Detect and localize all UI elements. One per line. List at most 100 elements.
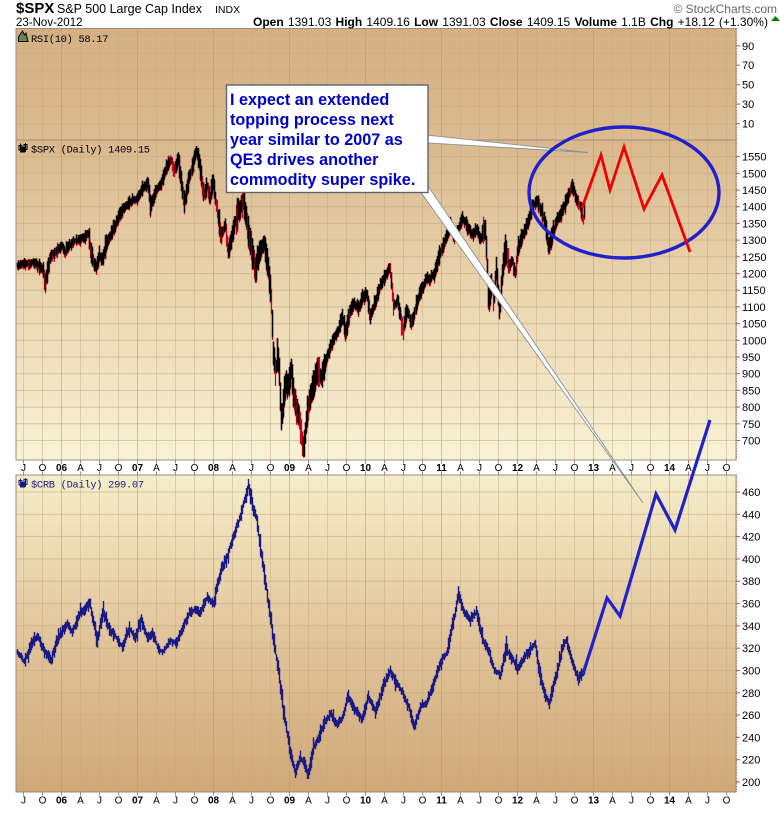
svg-text:J: J [629,796,634,807]
svg-text:A: A [381,463,388,474]
svg-text:700: 700 [742,436,760,448]
svg-text:14: 14 [664,463,676,474]
svg-text:commodity super spike.: commodity super spike. [230,171,415,189]
svg-text:J: J [173,463,178,474]
svg-text:J: J [401,463,406,474]
svg-text:1050: 1050 [742,319,766,331]
svg-text:O: O [495,463,503,474]
svg-text:1450: 1450 [742,185,766,197]
svg-text:280: 280 [742,688,760,700]
svg-text:09: 09 [284,463,296,474]
svg-text:J: J [705,463,710,474]
svg-text:08: 08 [208,796,220,807]
svg-text:$SPX (Daily) 1409.15: $SPX (Daily) 1409.15 [31,145,150,157]
svg-text:1400: 1400 [742,202,766,214]
svg-text:year similar to 2007 as: year similar to 2007 as [230,131,403,149]
svg-text:A: A [685,463,692,474]
svg-text:A: A [533,463,540,474]
svg-text:420: 420 [742,532,760,544]
svg-text:A: A [457,796,464,807]
svg-text:260: 260 [742,710,760,722]
svg-text:RSI(10) 58.17: RSI(10) 58.17 [31,34,108,46]
svg-text:11: 11 [436,796,447,807]
svg-text:A: A [153,463,160,474]
svg-text:QE3 drives another: QE3 drives another [230,151,379,169]
svg-text:50: 50 [742,80,754,92]
svg-text:O: O [571,796,579,807]
svg-text:J: J [325,796,330,807]
svg-text:INDX: INDX [215,4,240,16]
svg-text:10: 10 [360,796,372,807]
svg-text:1000: 1000 [742,335,766,347]
svg-text:J: J [21,796,26,807]
svg-text:10: 10 [360,463,372,474]
svg-text:1100: 1100 [742,302,766,314]
svg-text:1550: 1550 [742,152,766,164]
svg-text:1200: 1200 [742,269,766,281]
svg-text:1250: 1250 [742,252,766,264]
svg-text:$CRB (Daily) 299.07: $CRB (Daily) 299.07 [31,480,144,492]
svg-text:300: 300 [742,666,760,678]
svg-text:A: A [609,796,616,807]
svg-text:12: 12 [512,463,524,474]
svg-text:1500: 1500 [742,168,766,180]
svg-text:J: J [629,463,634,474]
svg-text:30: 30 [742,99,754,111]
svg-text:09: 09 [284,796,296,807]
svg-text:$SPX: $SPX [16,0,54,17]
svg-text:O: O [419,796,427,807]
svg-text:A: A [685,796,692,807]
svg-text:06: 06 [56,463,68,474]
svg-text:O: O [191,796,199,807]
svg-text:460: 460 [742,487,760,499]
svg-text:O: O [495,796,503,807]
svg-text:J: J [477,463,482,474]
svg-text:400: 400 [742,554,760,566]
svg-text:10: 10 [742,119,754,131]
svg-text:J: J [553,796,558,807]
svg-text:topping process next: topping process next [230,111,394,129]
svg-text:J: J [325,463,330,474]
svg-text:O: O [115,796,123,807]
svg-text:200: 200 [742,777,760,789]
svg-text:A: A [77,463,84,474]
svg-text:340: 340 [742,621,760,633]
svg-text:A: A [381,796,388,807]
svg-text:240: 240 [742,732,760,744]
svg-text:A: A [457,463,464,474]
svg-text:1150: 1150 [742,285,766,297]
svg-text:O: O [723,463,731,474]
svg-text:1350: 1350 [742,218,766,230]
svg-text:A: A [609,463,616,474]
svg-text:A: A [229,463,236,474]
svg-text:I expect an extended: I expect an extended [230,91,389,109]
svg-text:A: A [305,796,312,807]
svg-text:08: 08 [208,463,220,474]
svg-text:J: J [97,463,102,474]
svg-text:O: O [343,463,351,474]
svg-text:70: 70 [742,60,754,72]
svg-text:O: O [647,463,655,474]
svg-text:O: O [647,796,655,807]
svg-text:800: 800 [742,402,760,414]
svg-text:O: O [39,463,47,474]
svg-text:12: 12 [512,796,524,807]
svg-text:O: O [115,463,123,474]
svg-text:J: J [249,796,254,807]
svg-text:14: 14 [664,796,676,807]
svg-text:950: 950 [742,352,760,364]
svg-text:23-Nov-2012: 23-Nov-2012 [16,17,82,29]
svg-text:360: 360 [742,599,760,611]
svg-text:J: J [705,796,710,807]
svg-text:O: O [191,463,199,474]
svg-text:O: O [723,796,731,807]
svg-text:320: 320 [742,643,760,655]
svg-text:O: O [419,463,427,474]
svg-text:J: J [553,463,558,474]
svg-text:J: J [401,796,406,807]
svg-text:O: O [39,796,47,807]
svg-text:90: 90 [742,41,754,53]
svg-text:900: 900 [742,369,760,381]
svg-text:A: A [305,463,312,474]
svg-text:07: 07 [132,796,144,807]
